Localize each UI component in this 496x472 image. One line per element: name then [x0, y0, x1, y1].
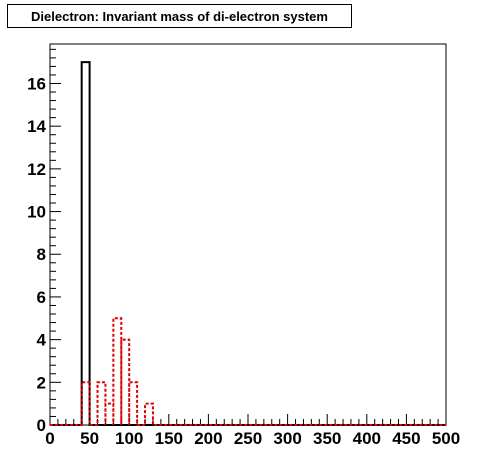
- y-tick-label: 6: [37, 288, 46, 307]
- x-tick-label: 100: [115, 429, 143, 448]
- y-tick-label: 14: [27, 117, 46, 136]
- y-tick-label: 8: [37, 245, 46, 264]
- x-tick-label: 400: [353, 429, 381, 448]
- x-tick-label: 450: [392, 429, 420, 448]
- x-tick-label: 300: [273, 429, 301, 448]
- x-tick-label: 50: [80, 429, 99, 448]
- histogram-bin: [129, 382, 137, 425]
- histogram-bin: [145, 404, 153, 425]
- y-tick-label: 4: [37, 331, 47, 350]
- y-tick-label: 16: [27, 74, 46, 93]
- histogram-bin: [113, 318, 121, 425]
- histogram-series-1: [50, 61, 446, 426]
- histogram-bin: [105, 404, 113, 425]
- x-tick-label: 250: [234, 429, 262, 448]
- y-tick-label: 10: [27, 203, 46, 222]
- chart-title: Dielectron: Invariant mass of di-electro…: [7, 4, 352, 28]
- plot-frame: [49, 43, 447, 426]
- histogram-bin: [82, 382, 90, 425]
- y-tick-label: 0: [37, 416, 46, 435]
- x-tick-label: 350: [313, 429, 341, 448]
- y-tick-label: 12: [27, 160, 46, 179]
- histogram-bin: [82, 62, 90, 425]
- x-tick-label: 500: [432, 429, 460, 448]
- x-tick-label: 150: [155, 429, 183, 448]
- x-tick-label: 0: [45, 429, 54, 448]
- x-tick-label: 200: [194, 429, 222, 448]
- histogram-bin: [121, 340, 129, 425]
- histogram-bin: [98, 382, 106, 425]
- histogram-series-2: [50, 317, 446, 426]
- y-tick-label: 2: [37, 373, 46, 392]
